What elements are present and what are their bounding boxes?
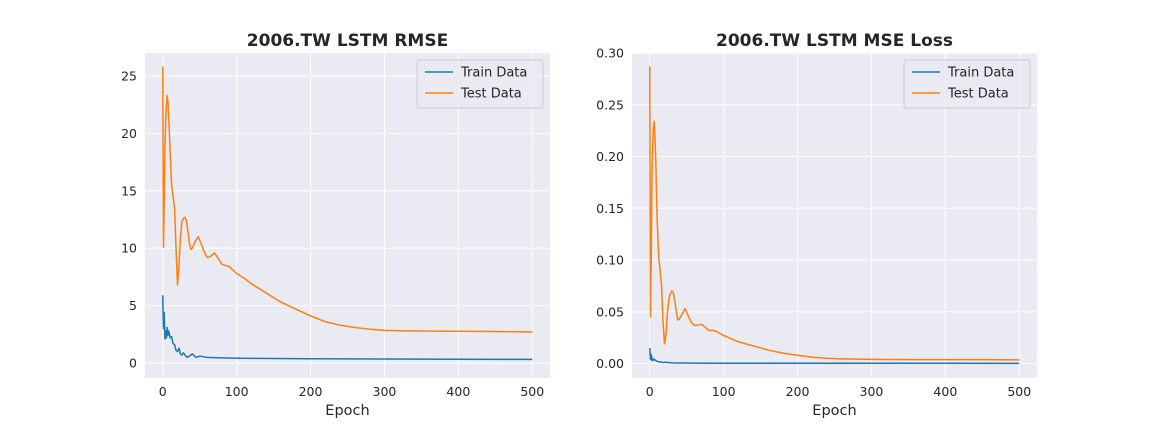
x-tick-label: 100 bbox=[225, 384, 249, 399]
y-tick-label: 0.20 bbox=[596, 149, 624, 164]
x-tick-label: 400 bbox=[933, 384, 957, 399]
y-tick-label: 0 bbox=[129, 356, 137, 371]
y-tick-label: 0.00 bbox=[596, 356, 624, 371]
y-tick-label: 0.30 bbox=[596, 46, 624, 61]
x-tick-label: 0 bbox=[646, 384, 654, 399]
x-tick-label: 300 bbox=[373, 384, 397, 399]
x-tick-label: 300 bbox=[860, 384, 884, 399]
y-tick-label: 15 bbox=[121, 183, 137, 198]
y-tick-label: 5 bbox=[129, 298, 137, 313]
y-tick-label: 20 bbox=[121, 126, 137, 141]
series-line-test-data bbox=[648, 66, 1020, 361]
legend: Train Data Test Data bbox=[903, 59, 1031, 109]
legend-label-train-data: Train Data bbox=[947, 66, 1014, 81]
y-tick-label: 0.15 bbox=[596, 201, 624, 216]
y-tick-label: 10 bbox=[121, 241, 137, 256]
legend-label-test-data: Test Data bbox=[460, 87, 522, 102]
legend: Train Data Test Data bbox=[416, 59, 544, 109]
x-axis-label: Epoch bbox=[325, 403, 369, 419]
y-tick-label: 25 bbox=[121, 68, 137, 83]
mse-loss-chart: 0 100 200 300 400 500 0.00 0.05 0.10 0.15 0.20 0.25… bbox=[596, 31, 1037, 419]
chart-title: 2006.TW LSTM MSE Loss bbox=[716, 31, 953, 51]
y-tick-label: 0.25 bbox=[596, 97, 624, 112]
x-tick-label: 200 bbox=[786, 384, 810, 399]
x-axis-label: Epoch bbox=[812, 403, 856, 419]
chart-title: 2006.TW LSTM RMSE bbox=[247, 31, 448, 51]
series-line-train-data bbox=[161, 295, 533, 361]
x-tick-label: 200 bbox=[299, 384, 323, 399]
y-tick-label: 0.05 bbox=[596, 304, 624, 319]
x-tick-label: 500 bbox=[1007, 384, 1031, 399]
legend-label-test-data: Test Data bbox=[947, 87, 1009, 102]
rmse-chart: 0 100 200 300 400 500 0 5 10 15 20 25 2006.TW LSTM R… bbox=[121, 31, 550, 419]
x-tick-label: 100 bbox=[712, 384, 736, 399]
x-tick-label: 0 bbox=[159, 384, 167, 399]
y-tick-label: 0.10 bbox=[596, 253, 624, 268]
legend-label-train-data: Train Data bbox=[460, 66, 527, 81]
series-line-train-data bbox=[648, 347, 1020, 365]
series-line-test-data bbox=[161, 66, 533, 333]
x-tick-label: 400 bbox=[446, 384, 470, 399]
x-tick-label: 500 bbox=[520, 384, 544, 399]
